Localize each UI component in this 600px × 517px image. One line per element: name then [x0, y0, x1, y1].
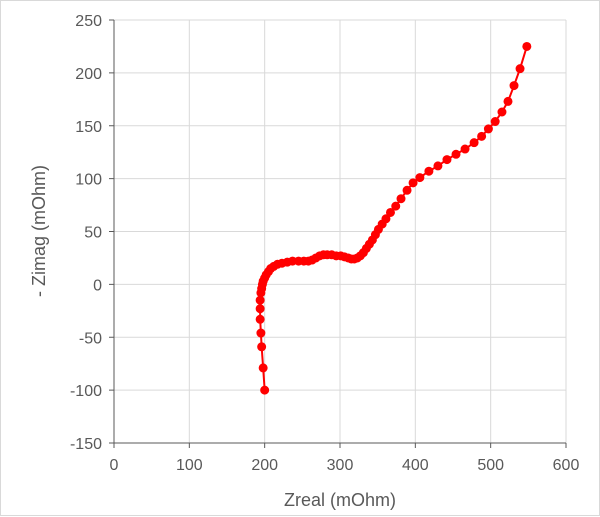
x-tick-label-5: 500: [477, 457, 504, 474]
data-point: [256, 328, 266, 338]
data-point: [509, 81, 519, 91]
axes: [109, 19, 567, 448]
x-tick-label-2: 200: [251, 457, 278, 474]
y-tick-label-7: -100: [70, 383, 102, 400]
data-point: [483, 124, 493, 134]
data-point: [402, 185, 412, 195]
data-point: [391, 201, 401, 211]
data-point: [515, 64, 525, 74]
data-point: [442, 155, 452, 165]
y-tick-label-2: 150: [75, 119, 102, 136]
data-point: [469, 138, 479, 148]
series-line: [259, 46, 528, 391]
y-tick-label-1: 200: [75, 66, 102, 83]
data-point: [451, 149, 461, 159]
series-red: [255, 41, 532, 395]
data-point: [408, 178, 418, 188]
data-point: [381, 214, 391, 224]
data-point: [385, 207, 395, 217]
y-tick-label-3: 100: [75, 172, 102, 189]
data-point: [477, 131, 487, 141]
data-point: [257, 342, 267, 352]
grid-lines: [114, 19, 567, 444]
x-tick-label-3: 300: [327, 457, 354, 474]
y-tick-label-4: 50: [84, 225, 102, 242]
y-tick-label-5: 0: [93, 277, 102, 294]
data-point: [424, 166, 434, 176]
data-point: [522, 41, 532, 51]
data-point: [258, 363, 268, 373]
data-point: [460, 144, 470, 154]
data-point: [433, 161, 443, 171]
y-tick-label-0: 250: [75, 13, 102, 30]
data-point: [503, 96, 513, 106]
data-point: [255, 304, 265, 314]
data-point: [255, 295, 265, 305]
data-point: [490, 117, 500, 127]
data-point: [260, 385, 270, 395]
data-point: [396, 194, 406, 204]
data-point: [415, 173, 425, 183]
x-tick-label-6: 600: [553, 457, 580, 474]
x-tick-label-1: 100: [176, 457, 203, 474]
x-axis-title: Zreal (mOhm): [284, 490, 396, 510]
tick-labels: 0 100 200 300 400 500 600250200150100500-50-10…: [70, 13, 579, 474]
y-tick-label-8: -150: [70, 436, 102, 453]
data-point: [497, 107, 507, 117]
y-tick-label-6: -50: [79, 330, 102, 347]
data-point: [255, 314, 265, 324]
x-tick-label-4: 400: [402, 457, 429, 474]
y-axis-title: - Zimag (mOhm): [29, 165, 49, 297]
x-tick-label-0: 0: [110, 457, 119, 474]
